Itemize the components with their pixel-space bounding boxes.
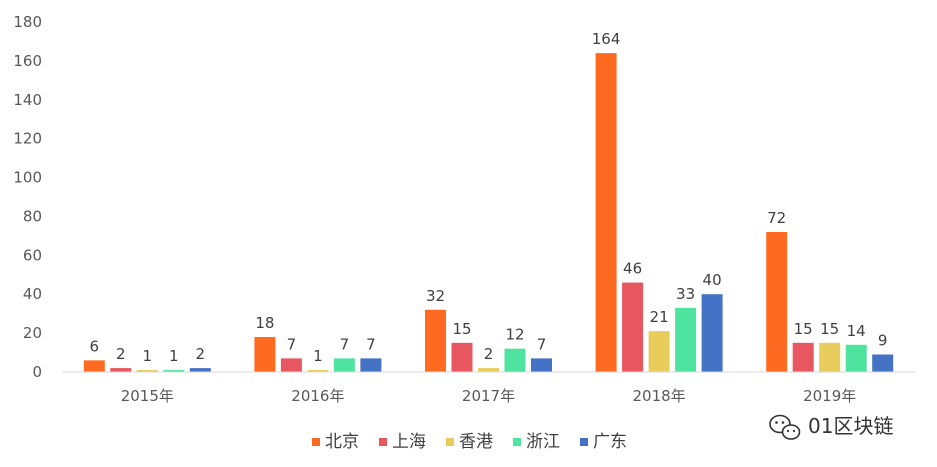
legend-label: 上海 (392, 432, 426, 452)
data-label: 1 (169, 347, 179, 365)
data-label: 7 (537, 335, 547, 353)
x-tick-label: 2016年 (291, 387, 344, 405)
bar (307, 370, 329, 372)
wechat-icon (769, 414, 801, 440)
legend-swatch (379, 438, 387, 446)
y-tick-label: 120 (13, 130, 42, 148)
bar (478, 368, 499, 372)
data-label: 32 (426, 287, 445, 305)
legend-item: 上海 (379, 432, 426, 452)
bar (872, 354, 894, 372)
bar (675, 307, 697, 372)
data-label: 14 (847, 322, 866, 340)
legend-swatch (446, 438, 454, 446)
data-label: 2 (116, 345, 126, 363)
bar (163, 370, 185, 372)
x-tick-label: 2017年 (462, 387, 515, 405)
y-tick-label: 40 (23, 285, 42, 303)
data-label: 1 (143, 347, 153, 365)
data-label: 18 (255, 314, 274, 332)
bar (845, 344, 867, 372)
x-tick-label: 2015年 (121, 387, 174, 405)
bar (451, 342, 473, 372)
data-label: 15 (452, 320, 471, 338)
bar (280, 358, 302, 372)
bar (766, 232, 788, 372)
y-tick-label: 160 (13, 52, 42, 70)
data-label: 15 (820, 320, 839, 338)
data-label: 1 (313, 347, 323, 365)
legend-item: 香港 (446, 432, 493, 452)
legend-item: 广东 (580, 432, 627, 452)
bars (83, 53, 894, 372)
bar (648, 331, 670, 372)
data-label: 46 (623, 260, 642, 278)
legend-label: 北京 (325, 432, 359, 452)
x-tick-label: 2019年 (803, 387, 856, 405)
legend-swatch (580, 438, 588, 446)
data-label: 21 (650, 308, 669, 326)
data-label: 7 (340, 335, 350, 353)
bar (792, 342, 814, 372)
bar (531, 358, 552, 372)
data-label: 7 (366, 335, 376, 353)
watermark: 01区块链 (769, 414, 893, 440)
y-axis-ticks: 0 20 40 60 80 100 120 140 160 180 (13, 13, 42, 381)
bar (622, 282, 644, 372)
bar (189, 368, 211, 372)
bar (701, 294, 723, 372)
data-label: 15 (794, 320, 813, 338)
legend: 北京 上海 香港 浙江 广东 (312, 432, 627, 452)
data-label: 2 (484, 345, 494, 363)
bar (254, 337, 276, 372)
legend-swatch (513, 438, 521, 446)
legend-item: 浙江 (513, 432, 560, 452)
bar (425, 309, 446, 372)
data-label: 72 (767, 209, 786, 227)
x-axis-ticks: 2015年 2016年 2017年 2018年 2019年 (121, 387, 857, 405)
bar (360, 358, 382, 372)
data-label: 7 (287, 335, 297, 353)
bar (819, 342, 841, 372)
y-tick-label: 180 (13, 13, 42, 31)
data-label: 33 (676, 285, 695, 303)
legend-label: 浙江 (526, 432, 560, 452)
y-tick-label: 80 (23, 207, 42, 225)
legend-swatch (312, 438, 320, 446)
data-label: 9 (878, 332, 888, 350)
data-label: 40 (703, 271, 722, 289)
y-tick-label: 140 (13, 91, 42, 109)
data-label: 6 (90, 337, 100, 355)
legend-label: 广东 (593, 432, 627, 452)
bar (110, 368, 132, 372)
data-label: 164 (592, 30, 621, 48)
legend-label: 香港 (459, 432, 493, 452)
y-tick-label: 20 (23, 324, 42, 342)
bar (83, 360, 105, 372)
data-label: 2 (196, 345, 206, 363)
y-tick-label: 60 (23, 246, 42, 264)
bar (504, 348, 526, 372)
bar (136, 370, 158, 372)
x-tick-label: 2018年 (633, 387, 686, 405)
bar (333, 358, 355, 372)
bar (595, 53, 617, 372)
y-tick-label: 0 (32, 363, 42, 381)
watermark-text: 01区块链 (808, 414, 893, 438)
y-tick-label: 100 (13, 169, 42, 187)
data-label: 12 (505, 326, 524, 344)
legend-item: 北京 (312, 432, 359, 452)
